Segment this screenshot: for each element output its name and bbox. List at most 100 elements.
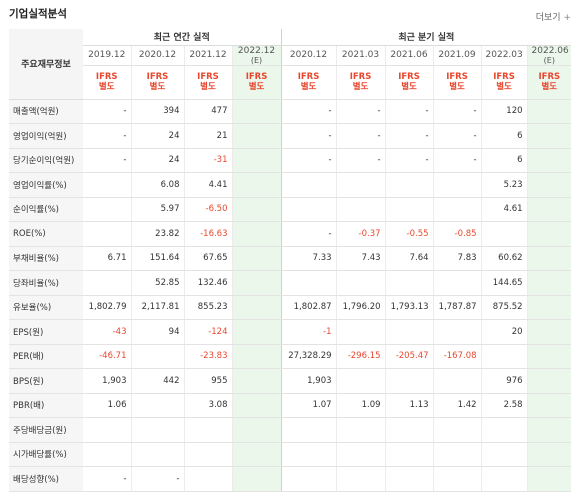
ifrs-label: IFRS 별도	[526, 65, 572, 100]
metric-value: 52.85	[130, 270, 184, 296]
metric-label: 유보율(%)	[9, 295, 83, 320]
metric-value	[384, 197, 434, 222]
metric-value: 6	[480, 148, 528, 173]
metric-value	[526, 172, 572, 198]
estimate-marker: (E)	[543, 55, 555, 65]
metric-value	[130, 344, 184, 369]
metric-value: -	[335, 148, 386, 173]
table-row: BPS(원) 1,903 442 955 1,903 976	[9, 368, 572, 394]
period-date: 2020.12	[289, 50, 328, 60]
row-header-label: 주요재무정보	[9, 29, 83, 100]
metric-value: 6	[480, 123, 528, 149]
metric-value	[432, 417, 482, 443]
ifrs-basis: 별도	[248, 82, 265, 92]
metric-value	[335, 368, 386, 394]
period-date: 2022.12	[237, 45, 276, 56]
table-row: 주당배당금(원)	[9, 417, 572, 443]
ifrs-basis: 별도	[98, 82, 115, 92]
table-row: 유보율(%) 1,802.79 2,117.81 855.23 1,802.87 1,79…	[9, 295, 572, 320]
metric-value	[83, 417, 131, 443]
metric-value	[480, 344, 528, 369]
metric-value: 120	[480, 99, 528, 124]
metric-value	[231, 368, 282, 394]
metric-value	[231, 245, 282, 271]
ifrs-label: IFRS 별도	[183, 65, 232, 100]
period-header: 2021.09	[432, 45, 482, 66]
metric-value	[384, 466, 434, 492]
metric-value: -16.63	[183, 221, 232, 247]
metric-value	[231, 393, 282, 418]
plus-icon: +	[563, 13, 571, 23]
table-row: 영업이익률(%) 6.08 4.41 5.23	[9, 172, 572, 198]
metric-value: -0.85	[432, 221, 482, 247]
period-header: 2019.12	[83, 45, 131, 66]
metric-value: 144.65	[480, 270, 528, 296]
metric-label: 당기순이익(억원)	[9, 148, 83, 173]
metric-value	[231, 295, 282, 320]
metric-value	[526, 221, 572, 247]
metric-value: 1.09	[335, 393, 386, 418]
ifrs-standard: IFRS	[197, 72, 219, 82]
ifrs-basis: 별도	[401, 82, 417, 92]
metric-value	[526, 417, 572, 443]
metric-value	[231, 417, 282, 443]
metric-label: PER(배)	[9, 344, 83, 369]
more-link[interactable]: 더보기 +	[536, 10, 571, 23]
metric-value: 5.97	[130, 197, 184, 222]
metric-value	[432, 172, 482, 198]
metric-value	[335, 172, 386, 198]
period-header: 2020.12	[130, 45, 184, 66]
metric-value: -46.71	[83, 344, 131, 369]
metric-value	[526, 393, 572, 418]
metric-value: 20	[480, 319, 528, 345]
metric-value	[280, 417, 337, 443]
metric-value: -23.83	[183, 344, 232, 369]
metric-value: 1,802.79	[83, 295, 131, 320]
metric-value: 23.82	[130, 221, 184, 247]
metric-value	[526, 197, 572, 222]
metric-value: 1,802.87	[280, 295, 337, 320]
table-row: PBR(배) 1.06 3.08 1.07 1.09 1.13 1.42 2.58	[9, 393, 572, 418]
ifrs-basis: 별도	[496, 82, 512, 92]
metric-value: 7.33	[280, 245, 337, 271]
metric-value: 24	[130, 123, 184, 149]
metric-value	[130, 417, 184, 443]
metric-label: 당좌비율(%)	[9, 270, 83, 296]
ifrs-header-row: IFRS 별도 IFRS 별도 IFRS 별도 IFRS 별도 IFRS 별도 IFRS 별도 IFRS…	[9, 65, 572, 100]
table-row: 영업이익(억원) -24 21- - - -6	[9, 123, 572, 149]
ifrs-standard: IFRS	[538, 72, 561, 82]
metric-value: -	[384, 148, 434, 173]
ifrs-basis: 별도	[300, 82, 317, 92]
metric-value	[335, 417, 386, 443]
metric-value: -	[83, 123, 131, 149]
metric-value	[83, 172, 131, 198]
metric-value: 477	[183, 99, 232, 124]
metric-value	[432, 319, 482, 345]
metric-value	[280, 466, 337, 492]
ifrs-label: IFRS 별도	[83, 65, 131, 100]
ifrs-standard: IFRS	[297, 72, 320, 82]
metric-value: 1.06	[83, 393, 131, 418]
metric-label: ROE(%)	[9, 221, 83, 247]
metric-value	[526, 245, 572, 271]
metric-value	[526, 368, 572, 394]
metric-value: 60.62	[480, 245, 528, 271]
ifrs-standard: IFRS	[146, 72, 169, 82]
metric-value	[183, 466, 232, 492]
metric-value: -	[432, 99, 482, 124]
metric-value	[384, 270, 434, 296]
more-link-label: 더보기	[535, 13, 561, 23]
metric-value	[231, 466, 282, 492]
ifrs-label: IFRS 별도	[480, 65, 528, 100]
metric-value: 2,117.81	[130, 295, 184, 320]
metric-value: 151.64	[130, 245, 184, 271]
metric-value: -31	[183, 148, 232, 173]
metric-value	[384, 368, 434, 394]
table-body: 매출액(억원) -394 477- - - -120 영업이익(억원) -24 21- - - -6 당…	[9, 99, 572, 492]
metric-value	[335, 197, 386, 222]
ifrs-basis: 별도	[449, 82, 465, 92]
period-header: 2022.06 (E)	[526, 45, 572, 66]
period-date: 2019.12	[88, 50, 126, 60]
metric-value	[432, 466, 482, 492]
metric-value: 2.58	[480, 393, 528, 418]
